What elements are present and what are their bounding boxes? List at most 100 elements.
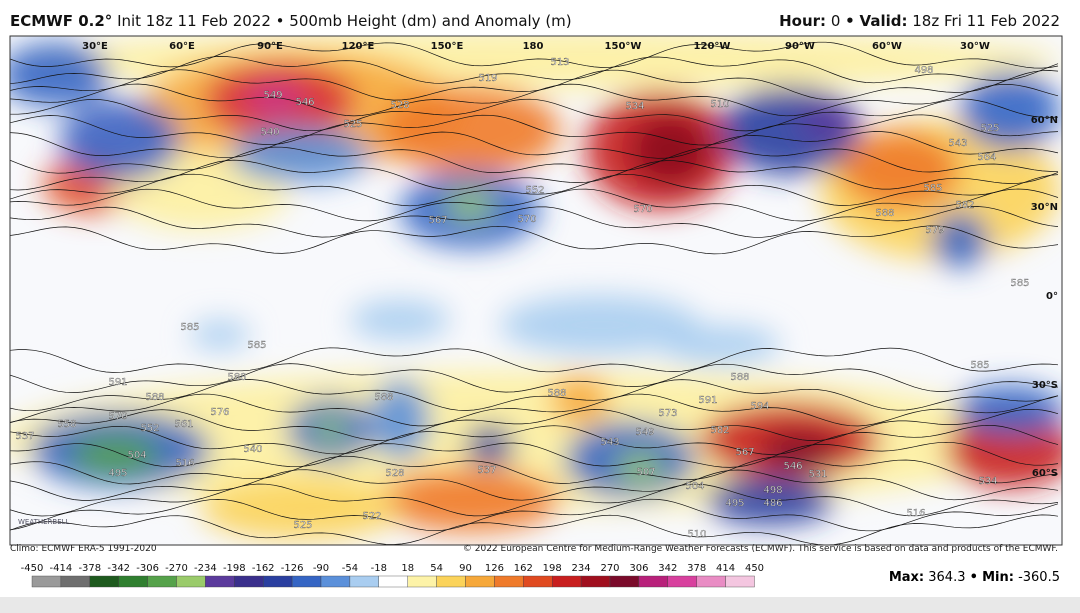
longitude-label: 30°E bbox=[82, 41, 108, 52]
max: 364.3 bbox=[928, 570, 966, 585]
latitude-label: 60°N bbox=[1031, 115, 1058, 126]
anomaly-blob bbox=[630, 115, 710, 185]
colorbar-swatch bbox=[725, 575, 755, 588]
colorbar-tick-label: -270 bbox=[165, 563, 188, 574]
colorbar: -450 -414 -378 -342 -306 -270 -234 -198 -162 -126… bbox=[21, 563, 764, 588]
colorbar-tick-label: 270 bbox=[600, 563, 619, 574]
colorbar-tick-label: 126 bbox=[485, 563, 504, 574]
colorbar-tick-label: 198 bbox=[543, 563, 562, 574]
anomaly-blob bbox=[800, 98, 860, 142]
contour-label: 504 bbox=[127, 450, 146, 461]
degree: ° bbox=[104, 12, 113, 30]
contour-label: 525 bbox=[980, 123, 999, 134]
contour-label: 528 bbox=[390, 100, 409, 111]
contour-label: 510 bbox=[687, 529, 706, 540]
contour-label: 534 bbox=[625, 101, 644, 112]
contour-label: 516 bbox=[906, 508, 925, 519]
anomaly-blob bbox=[380, 85, 560, 175]
contour-label: 516 bbox=[175, 458, 194, 469]
colorbar-swatch bbox=[176, 575, 206, 588]
model: ECMWF 0.2 bbox=[10, 12, 105, 30]
min: -360.5 bbox=[1018, 570, 1060, 585]
latitude-label: 0° bbox=[1046, 291, 1058, 302]
contour-line bbox=[10, 483, 1059, 517]
colorbar-tick-label: -378 bbox=[78, 563, 101, 574]
contour-label: 543 bbox=[600, 437, 619, 448]
colorbar-swatch bbox=[407, 575, 437, 588]
contour-label: 546 bbox=[295, 97, 314, 108]
colorbar-tick-label: -18 bbox=[371, 563, 387, 574]
contour-label: 552 bbox=[525, 185, 544, 196]
copyright: © 2022 European Centre for Medium-Range … bbox=[462, 544, 1058, 554]
separator: • bbox=[969, 570, 978, 585]
anomaly-blob bbox=[445, 190, 495, 220]
contour-line bbox=[10, 131, 1059, 159]
colorbar-tick-label: 414 bbox=[716, 563, 735, 574]
colorbar-swatch bbox=[523, 575, 553, 588]
contour-label: 558 bbox=[57, 419, 76, 430]
min-label: Min: bbox=[982, 570, 1014, 585]
anomaly-blob bbox=[200, 480, 400, 540]
description: Init 18z 11 Feb 2022 • 500mb Height (dm)… bbox=[117, 12, 572, 30]
contour-label: 540 bbox=[260, 127, 279, 138]
contour-line bbox=[10, 455, 1059, 485]
colorbar-swatch bbox=[667, 575, 697, 588]
colorbar-swatch bbox=[609, 575, 640, 588]
colorbar-tick-label: 54 bbox=[430, 563, 443, 574]
map-frame bbox=[9, 35, 1063, 546]
contour-line bbox=[10, 146, 1059, 174]
contour-label: 498 bbox=[763, 485, 782, 496]
colorbar-tick-label: 306 bbox=[629, 563, 648, 574]
colorbar-tick-label: 18 bbox=[401, 563, 414, 574]
contour-label: 525 bbox=[293, 520, 312, 531]
contour-label: 585 bbox=[923, 183, 942, 194]
anomaly-blob bbox=[380, 468, 560, 532]
colorbar-swatch bbox=[234, 575, 264, 588]
contour-label: 525 bbox=[343, 119, 362, 130]
contour-label: 588 bbox=[730, 372, 749, 383]
longitude-label: 120°E bbox=[342, 41, 375, 52]
colorbar-swatch bbox=[465, 575, 495, 588]
contour-label: 549 bbox=[263, 90, 282, 101]
colorbar-swatch bbox=[436, 575, 466, 588]
colorbar-swatch bbox=[638, 575, 669, 588]
contour-label: 588 bbox=[547, 388, 566, 399]
contour-line bbox=[10, 408, 1059, 441]
colorbar-tick-label: 234 bbox=[572, 563, 591, 574]
colorbar-swatch bbox=[89, 575, 119, 588]
contour-label: 498 bbox=[914, 65, 933, 76]
contour-label: 546 bbox=[783, 461, 802, 472]
contour-label: 570 bbox=[108, 411, 127, 422]
contour-label: 543 bbox=[948, 138, 967, 149]
max-min: Max: 364.3 • Min: -360.5 bbox=[889, 570, 1060, 585]
colorbar-tick-label: -90 bbox=[313, 563, 329, 574]
contour-label: 519 bbox=[478, 73, 497, 84]
contour-label: 582 bbox=[955, 200, 974, 211]
graticule-labels: 30°E 60°E 90°E 120°E 150°E 180 150°W 120°W 90°W 6… bbox=[82, 41, 1058, 479]
colorbar-tick-label: -414 bbox=[50, 563, 73, 574]
colorbar-tick-label: 450 bbox=[745, 563, 764, 574]
longitude-label: 90°W bbox=[785, 41, 815, 52]
anomaly-blob bbox=[230, 127, 370, 183]
colorbar-tick-label: -54 bbox=[342, 563, 358, 574]
contour-line bbox=[10, 393, 1059, 427]
separator: • bbox=[845, 12, 855, 30]
map-area: 513 519 549 546 528 540 525 534 510 498 525 543 564 5… bbox=[10, 36, 1062, 545]
contour-label: 495 bbox=[725, 498, 744, 509]
bottom-strip bbox=[0, 597, 1080, 613]
contour-line bbox=[10, 347, 1059, 373]
longitude-label: 60°E bbox=[169, 41, 195, 52]
contour-label: 567 bbox=[428, 215, 447, 226]
contour-line bbox=[10, 206, 1059, 238]
contour-line bbox=[10, 514, 1059, 545]
contour-label: 510 bbox=[710, 99, 729, 110]
contour-line bbox=[10, 41, 1059, 69]
contour-line bbox=[10, 69, 1059, 101]
contour-label: 537 bbox=[477, 465, 496, 476]
contour-label: 552 bbox=[140, 423, 159, 434]
anomaly-blob bbox=[247, 82, 303, 114]
contour-label: 585 bbox=[247, 340, 266, 351]
contour-line bbox=[10, 56, 1059, 85]
colorbar-tick-label: 378 bbox=[687, 563, 706, 574]
